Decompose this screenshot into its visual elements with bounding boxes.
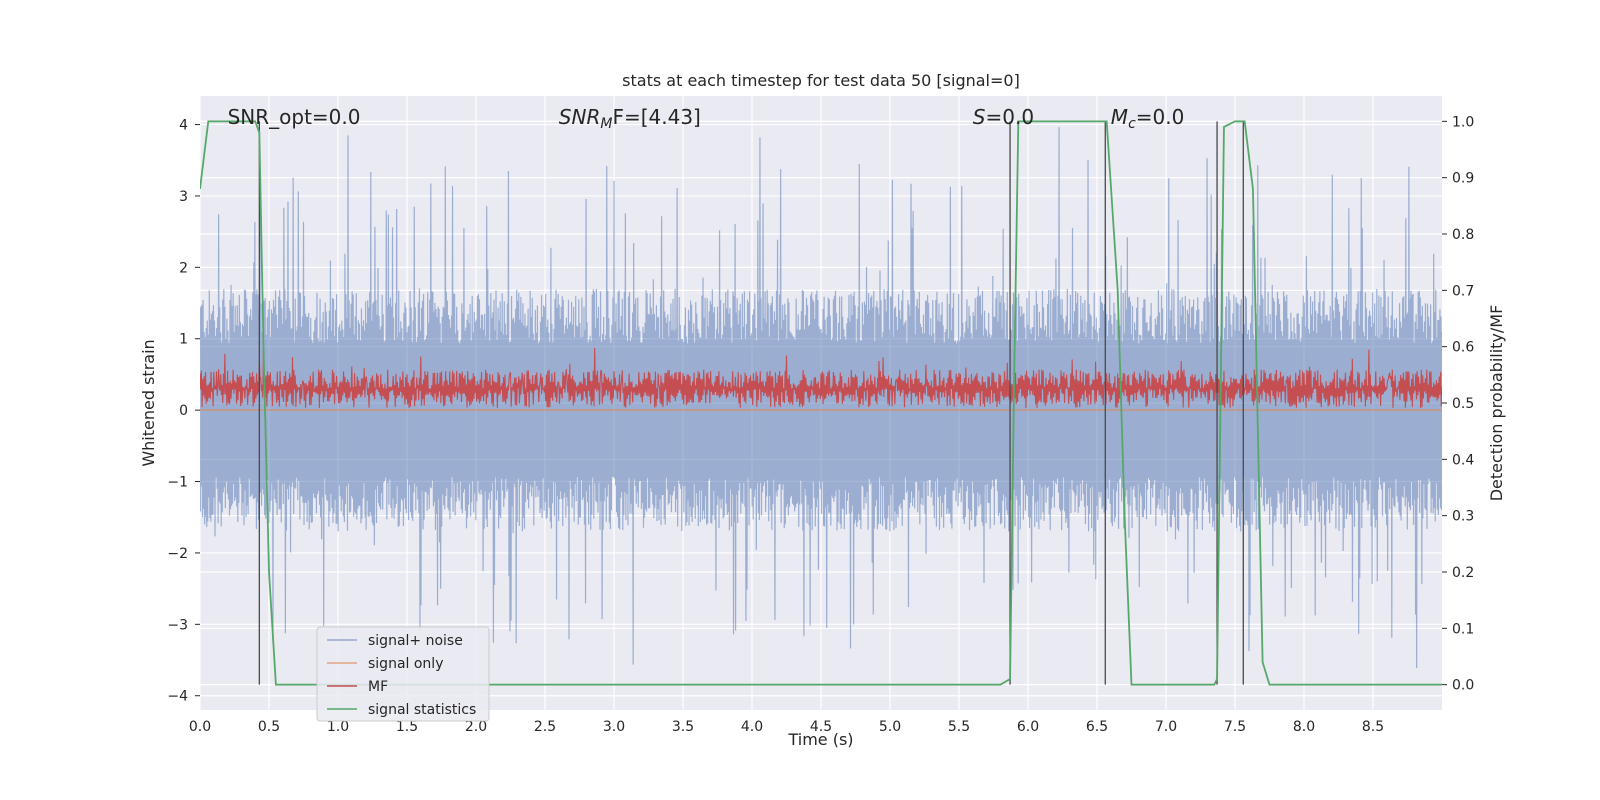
x-tick-label: 2.0 — [465, 719, 487, 735]
legend-box — [316, 626, 490, 722]
x-tick-label: 1.5 — [396, 719, 418, 735]
series-signal-noise — [200, 127, 1442, 669]
x-tick-label: 5.0 — [879, 719, 901, 735]
y-tick-label: 0 — [179, 403, 188, 419]
y2-axis-ticks: 1.0 0.9 0.8 0.7 0.6 0.5 0.4 0.3 0.2 0.1 0.0 — [1442, 114, 1474, 694]
x-tick-label: 0.5 — [258, 719, 280, 735]
legend-label-mf: MF — [368, 679, 388, 695]
y2-axis-label: Detection probability/MF — [1487, 305, 1506, 502]
annotations: SNR_opt=0.0 SNRMF=[4.43] S=0.0 Mc=0.0 — [228, 105, 1185, 132]
y2-tick-label: 0.1 — [1452, 621, 1474, 637]
y-tick-label: 4 — [179, 118, 188, 134]
y2-tick-label: 0.8 — [1452, 227, 1474, 243]
y-tick-label: −3 — [167, 617, 188, 633]
series-mf — [200, 347, 1442, 408]
x-tick-label: 6.0 — [1017, 719, 1039, 735]
legend: signal+ noise signal only MF signal stat… — [316, 626, 490, 722]
x-axis-label: Time (s) — [787, 730, 853, 749]
x-tick-label: 1.0 — [327, 719, 349, 735]
annotation-3: Mc=0.0 — [1111, 105, 1185, 132]
y2-tick-label: 0.4 — [1452, 452, 1474, 468]
y-axis-label: Whitened strain — [139, 339, 158, 466]
x-tick-label: 4.5 — [810, 719, 832, 735]
y2-tick-label: 0.9 — [1452, 171, 1474, 187]
y-tick-label: −4 — [167, 689, 188, 705]
x-tick-label: 7.0 — [1155, 719, 1177, 735]
vlines — [258, 121, 1244, 685]
x-axis-ticks: 0.0 0.5 1.0 1.5 2.0 2.5 3.0 3.5 4.0 4.5 5.0 5.5 6.0 6… — [189, 719, 1384, 735]
mf-line — [200, 347, 1442, 408]
legend-label-signal-only: signal only — [368, 656, 443, 672]
x-tick-label: 0.0 — [189, 719, 211, 735]
y2-tick-label: 0.5 — [1452, 396, 1474, 412]
annotation-1: SNRMF=[4.43] — [559, 105, 701, 132]
y-tick-label: 1 — [179, 332, 188, 348]
chart-title: stats at each timestep for test data 50 … — [622, 71, 1020, 90]
x-tick-label: 2.5 — [534, 719, 556, 735]
y2-tick-label: 0.0 — [1452, 678, 1474, 694]
annotation-0: SNR_opt=0.0 — [228, 105, 361, 129]
y2-tick-label: 0.7 — [1452, 283, 1474, 299]
legend-label-signal-statistics: signal statistics — [368, 702, 476, 718]
x-tick-label: 6.5 — [1086, 719, 1108, 735]
legend-label-signal-noise: signal+ noise — [368, 633, 463, 649]
x-tick-label: 3.0 — [603, 719, 625, 735]
y2-tick-label: 0.2 — [1452, 565, 1474, 581]
y-tick-label: −2 — [167, 546, 188, 562]
x-tick-label: 4.0 — [741, 719, 763, 735]
y2-tick-label: 1.0 — [1452, 114, 1474, 130]
y-tick-label: 3 — [179, 189, 188, 205]
signal-noise-line — [200, 127, 1442, 669]
annotation-2: S=0.0 — [973, 105, 1034, 129]
plot-area — [200, 120, 1442, 686]
x-tick-label: 7.5 — [1224, 719, 1246, 735]
signal-statistics-line — [200, 120, 1442, 686]
y-tick-label: 2 — [179, 260, 188, 276]
series-signal-statistics — [200, 120, 1442, 686]
y2-tick-label: 0.6 — [1452, 340, 1474, 356]
x-tick-label: 5.5 — [948, 719, 970, 735]
x-tick-label: 8.5 — [1362, 719, 1384, 735]
y-tick-label: −1 — [167, 475, 188, 491]
x-tick-label: 3.5 — [672, 719, 694, 735]
y2-tick-label: 0.3 — [1452, 509, 1474, 525]
x-tick-label: 8.0 — [1293, 719, 1315, 735]
y-axis-ticks: 4 3 2 1 0 −1 −2 −3 −4 — [167, 118, 200, 705]
